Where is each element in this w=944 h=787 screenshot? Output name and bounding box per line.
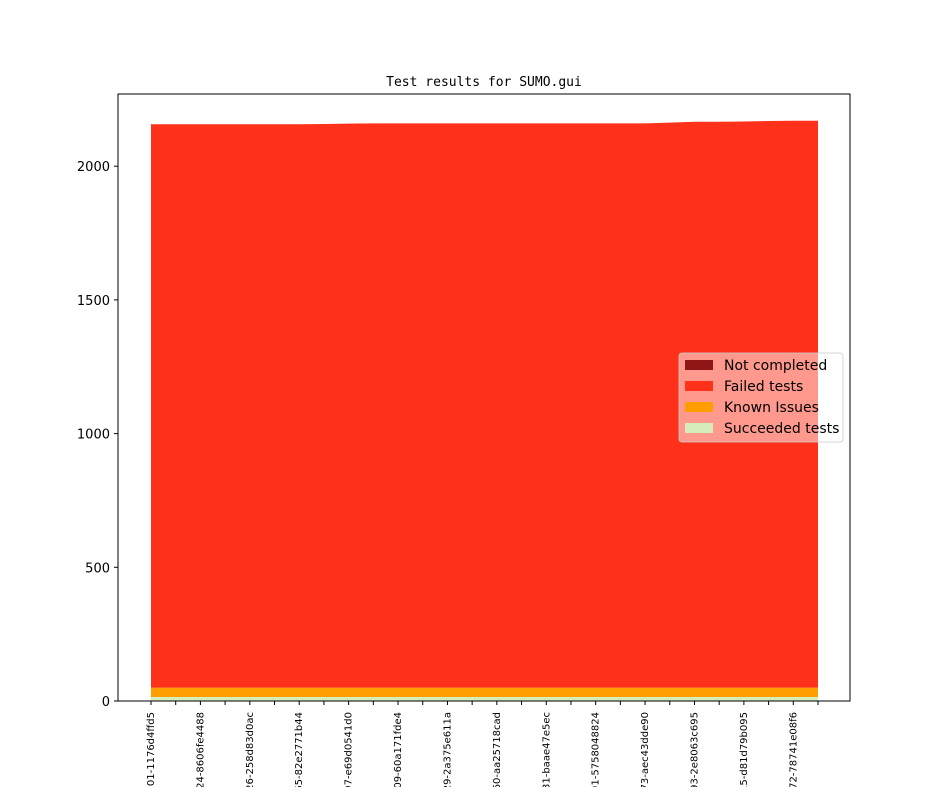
area-layer [151, 120, 818, 701]
chart-title: Test results for SUMO.gui [386, 75, 582, 90]
x-tick-label: 93-2e8063c695 [689, 712, 700, 787]
x-tick-label: 73-aec43dde90 [640, 712, 651, 787]
legend-swatch [685, 423, 713, 433]
x-tick-label: 26-258d83d0ac [245, 712, 256, 787]
x-tick-label: 65-82e2771b44 [294, 712, 305, 787]
plot-frame [117, 93, 851, 702]
legend-swatch [685, 360, 713, 370]
legend-label: Failed tests [724, 379, 803, 395]
y-tick-label: 1000 [77, 428, 110, 443]
x-tick-label: 501-1176d4ffd5 [146, 712, 157, 787]
x-tick-label: 09-60a171fde4 [393, 712, 404, 787]
x-axis: 501-1176d4ffd5 24-8606fe4488 26-258d83d0ac… [146, 701, 819, 787]
y-tick-label: 1500 [77, 294, 110, 309]
x-tick-label: 60-aa25718cad [492, 712, 503, 787]
x-tick-label: 31-baae47e5ec [541, 712, 552, 787]
x-tick-label: 15-d81d79b095 [739, 712, 750, 787]
series-area-failed-tests [151, 120, 818, 688]
legend: Not completed Failed tests Known Issues Suc… [678, 352, 844, 443]
y-tick-label: 0 [102, 695, 110, 710]
legend-label: Known Issues [724, 400, 819, 416]
y-tick-label: 500 [85, 561, 110, 576]
x-tick-label: 91-5758048824 [591, 712, 602, 787]
legend-swatch [685, 402, 713, 412]
x-tick-label: 72-78741e08f6 [788, 712, 799, 787]
y-axis: 0 500 1000 1500 2000 [77, 160, 118, 710]
y-tick-label: 2000 [77, 160, 110, 175]
legend-swatch [685, 381, 713, 391]
legend-label: Not completed [724, 358, 827, 374]
x-tick-label: 97-e69d0541d0 [344, 712, 355, 787]
legend-box [678, 352, 844, 443]
x-tick-label: 24-8606fe4488 [195, 712, 206, 787]
series-area-succeeded-tests [151, 696, 818, 701]
legend-label: Succeeded tests [724, 421, 839, 437]
x-tick-label: 29-2a375e611a [442, 712, 453, 787]
series-area-known-issues [151, 687, 818, 697]
